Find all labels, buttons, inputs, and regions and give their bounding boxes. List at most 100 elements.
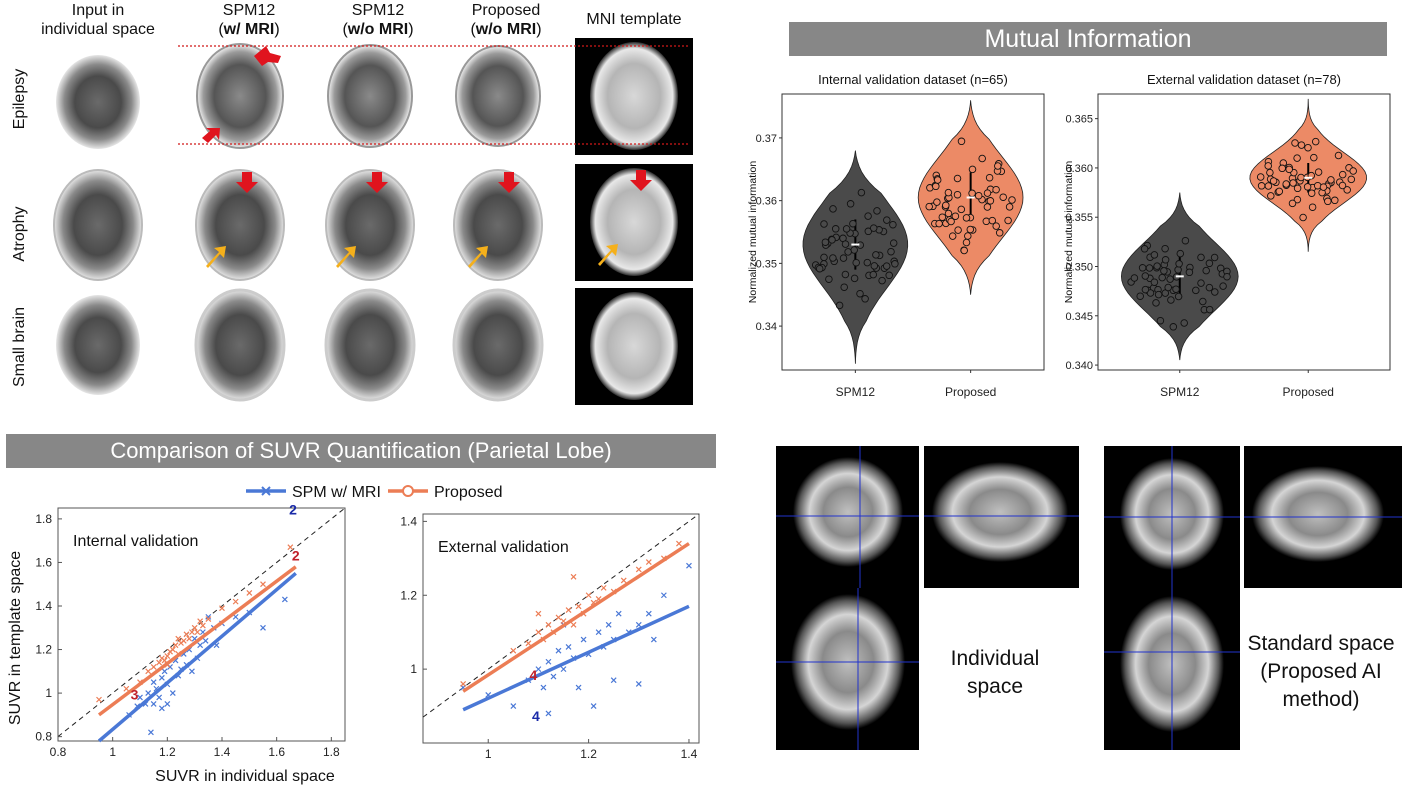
col-header-line: MNI template: [586, 11, 682, 28]
x-tick-label: 1.6: [268, 745, 285, 759]
data-point: [1185, 268, 1194, 277]
data-point: [932, 182, 940, 191]
scatter-point: [150, 679, 157, 686]
data-point: [1347, 175, 1356, 184]
data-point: [869, 224, 878, 232]
data-point: [995, 229, 1004, 237]
data-point: [1264, 162, 1272, 170]
data-point: [1166, 275, 1174, 283]
data-point: [1288, 199, 1297, 208]
data-point: [820, 220, 828, 228]
data-point: [1145, 264, 1154, 272]
red-arrow-icon: [254, 46, 281, 66]
data-point: [849, 219, 857, 228]
scatter-point: [191, 624, 198, 631]
scatter-point: [260, 581, 266, 588]
data-point: [863, 258, 872, 267]
data-point: [1161, 256, 1170, 264]
data-point: [1310, 153, 1318, 162]
paren: ): [408, 21, 414, 38]
scatter-point: [620, 577, 627, 584]
scatter-point: [525, 640, 532, 647]
data-point: [1172, 285, 1180, 293]
col-header-mni: MNI template: [569, 10, 699, 29]
scatter-point: [150, 664, 157, 670]
paren: ): [274, 21, 280, 38]
data-point: [883, 216, 891, 224]
data-point: [988, 216, 997, 225]
paren: (: [470, 21, 476, 38]
brain-small-spm-nomri: [324, 288, 416, 402]
scatter-point: [169, 690, 176, 697]
data-point: [1150, 251, 1159, 259]
data-point: [1199, 297, 1207, 306]
col-header-spm12-mri: SPM12 (w/ MRI): [184, 1, 314, 39]
data-point: [994, 162, 1002, 170]
y-axis-label: SUVR in template space: [7, 551, 24, 725]
data-point: [968, 165, 977, 174]
data-point: [1197, 253, 1205, 262]
data-point: [933, 198, 941, 206]
regression-line: [97, 565, 297, 717]
data-point: [951, 212, 960, 220]
data-point: [933, 176, 942, 184]
scatter-point: [575, 603, 582, 610]
data-point: [815, 264, 824, 273]
data-point: [948, 232, 957, 240]
data-point: [1004, 216, 1012, 225]
scatter-point: [246, 590, 253, 596]
scatter-point: [158, 674, 165, 681]
caption-line: space: [966, 675, 1024, 698]
y-tick-label: 0.34: [756, 321, 777, 333]
scatter-point: [545, 658, 552, 665]
data-point: [1176, 249, 1185, 258]
data-point: [1205, 305, 1214, 314]
scatter-point: [535, 629, 542, 636]
y-axis-label: Normalized mutual information: [1063, 161, 1075, 304]
sagittal-brain: [1252, 466, 1384, 562]
scatter-point: [585, 592, 592, 599]
x-category-label: SPM12: [1160, 385, 1200, 399]
scatter-point: [197, 618, 204, 625]
scatter-point: [137, 694, 143, 701]
scatter-point: [545, 710, 552, 717]
data-point: [835, 301, 844, 310]
col-header-bold: w/o MRI: [475, 21, 537, 38]
brain-atrophy-input: [53, 169, 143, 281]
data-point: [1293, 195, 1302, 204]
scatter-point: [676, 540, 682, 547]
scatter-point: [123, 685, 130, 692]
data-point: [870, 262, 879, 270]
data-point: [1223, 272, 1231, 281]
x-tick-label: 0.8: [50, 745, 67, 759]
data-point: [857, 188, 866, 197]
brain-atrophy-spm-nomri: [325, 169, 415, 281]
scatter-point: [565, 607, 572, 613]
scatter-point: [219, 605, 225, 612]
coronal-brain: [793, 457, 903, 567]
scatter-point: [565, 644, 572, 650]
brain-epilepsy-spm-nomri: [327, 44, 413, 148]
data-point: [846, 200, 855, 208]
data-point: [1136, 292, 1144, 300]
scatter-point: [180, 637, 187, 644]
scatter-point: [635, 621, 642, 628]
data-point: [1153, 262, 1161, 270]
data-point: [1140, 245, 1149, 253]
data-point: [1192, 286, 1200, 295]
data-point: [1327, 176, 1335, 184]
orange-arrow-icon: [468, 246, 488, 268]
orange-arrow-icon: [206, 246, 226, 268]
data-point: [1338, 181, 1347, 190]
x-tick-label: 1.2: [159, 745, 176, 759]
data-point: [982, 217, 991, 226]
data-point: [978, 154, 986, 163]
data-point: [974, 191, 983, 200]
data-point: [1141, 272, 1150, 280]
sagittal-brain: [932, 462, 1068, 562]
data-point: [953, 174, 962, 183]
scatter-point: [550, 673, 557, 680]
data-point: [1314, 168, 1323, 176]
data-point: [850, 274, 859, 283]
data-point: [1269, 177, 1278, 185]
